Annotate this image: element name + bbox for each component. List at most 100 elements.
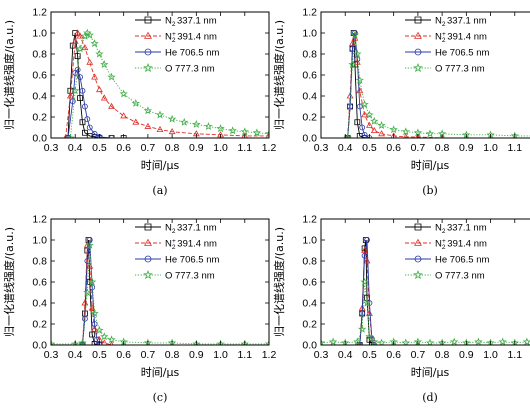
data-point — [83, 241, 91, 248]
x-tick-label: 0.3 — [44, 349, 59, 361]
legend: N2 337.1 nm N2+ 391.4 nm He 706.5 nm O 777.3 … — [135, 223, 219, 282]
data-point — [100, 332, 109, 341]
data-point — [95, 49, 104, 58]
y-tick-label: 0.8 — [32, 256, 47, 268]
data-point — [86, 58, 94, 65]
data-point — [425, 338, 435, 345]
data-point — [370, 116, 379, 125]
data-point — [69, 98, 76, 105]
data-point — [401, 127, 410, 136]
legend-label: N2 337.1 nm — [435, 16, 487, 29]
legend-marker — [144, 223, 152, 231]
x-tick-label: 0.5 — [92, 142, 107, 154]
legend: N2 337.1 nm N2+ 391.4 nm He 706.5 nm O 777.3 … — [135, 16, 219, 75]
data-point — [77, 95, 83, 101]
data-point — [361, 252, 368, 259]
data-point — [361, 246, 369, 253]
data-point — [364, 237, 370, 243]
data-point — [228, 126, 237, 135]
legend-marker — [413, 269, 423, 280]
data-point — [74, 29, 82, 36]
chart-panel: 0.3 0.4 0.5 0.6 0.7 0.8 0.9 1.0 1.1 1.2 0.0 0.2 0.4 0… — [2, 7, 276, 198]
data-point — [370, 126, 378, 134]
data-point — [353, 49, 362, 58]
legend-item: O 777.3 nm — [405, 62, 485, 75]
chart-panel: 0.3 0.4 0.5 0.6 0.7 0.8 0.9 1.0 1.1 1.2 0.0 0.2 0.4 0… — [272, 214, 530, 404]
chart-panel: 0.3 0.4 0.5 0.6 0.7 0.8 0.9 1.0 1.1 1.2 0.0 0.2 0.4 0… — [272, 7, 530, 197]
data-point — [120, 112, 128, 119]
series — [343, 30, 530, 138]
legend-item: O 777.3 nm — [135, 62, 215, 75]
data-point — [86, 124, 93, 131]
series — [344, 30, 373, 138]
data-point — [350, 30, 360, 39]
data-point — [378, 130, 385, 137]
legend-item: N2+ 391.4 nm — [135, 238, 217, 251]
data-point — [81, 299, 89, 306]
legend-item: He 706.5 nm — [135, 48, 219, 59]
data-point — [264, 129, 269, 138]
data-point — [401, 338, 410, 345]
data-point — [85, 30, 94, 39]
data-point — [71, 86, 80, 95]
y-tick-label: 0.4 — [32, 298, 47, 310]
legend-label: O 777.3 nm — [435, 271, 485, 282]
y-tick-label: 1.0 — [302, 28, 317, 40]
data-point — [79, 119, 86, 126]
data-point — [107, 72, 116, 81]
data-point — [498, 337, 507, 345]
data-point — [352, 30, 358, 36]
data-point — [415, 133, 421, 138]
data-point — [91, 130, 98, 137]
data-point — [264, 339, 269, 345]
data-point — [450, 337, 459, 345]
data-point — [360, 100, 369, 108]
y-tick-label: 0.6 — [302, 70, 317, 82]
data-point — [240, 127, 249, 136]
x-tick-label: 0.9 — [189, 142, 204, 154]
data-point — [377, 121, 386, 129]
y-tick-label: 0.0 — [32, 340, 47, 352]
panel-caption: (d) — [422, 391, 438, 404]
y-tick-label: 0.4 — [302, 298, 317, 310]
legend-item: N2 337.1 nm — [135, 223, 217, 236]
data-point — [72, 30, 79, 36]
data-point — [366, 309, 373, 316]
data-point — [168, 128, 176, 135]
data-point — [348, 60, 357, 69]
series-line — [65, 32, 269, 138]
data-point — [365, 110, 374, 119]
data-point — [96, 135, 103, 138]
x-tick-label: 0.6 — [386, 349, 401, 361]
data-point — [359, 124, 366, 131]
x-tick-label: 1.2 — [262, 142, 277, 154]
data-point — [100, 60, 109, 69]
legend-marker — [144, 48, 152, 56]
data-point — [156, 125, 164, 132]
data-point — [143, 106, 153, 115]
data-point — [91, 73, 99, 80]
legend-marker — [144, 255, 152, 263]
legend-item: N2+ 391.4 nm — [135, 31, 217, 44]
y-tick-label: 0.8 — [32, 49, 47, 61]
data-point — [91, 325, 99, 332]
x-tick-label: 0.7 — [141, 142, 156, 154]
data-point — [377, 338, 386, 345]
legend-label: O 777.3 nm — [435, 64, 485, 75]
data-point — [74, 53, 81, 59]
legend-label: N2 337.1 nm — [165, 223, 217, 236]
y-tick-label: 0.6 — [302, 277, 317, 289]
data-point — [216, 339, 225, 345]
x-tick-label: 1.0 — [213, 349, 228, 361]
series-line — [347, 32, 370, 138]
data-point — [88, 277, 97, 286]
data-point — [328, 337, 338, 345]
legend-label: N2 337.1 nm — [165, 16, 217, 29]
panel-caption: (b) — [422, 184, 438, 197]
legend-marker — [414, 255, 422, 263]
data-point — [354, 56, 361, 63]
y-axis-label: 归一化谱线强度/(a.u.) — [272, 227, 286, 337]
panel-caption: (a) — [152, 184, 167, 197]
data-point — [358, 324, 367, 333]
